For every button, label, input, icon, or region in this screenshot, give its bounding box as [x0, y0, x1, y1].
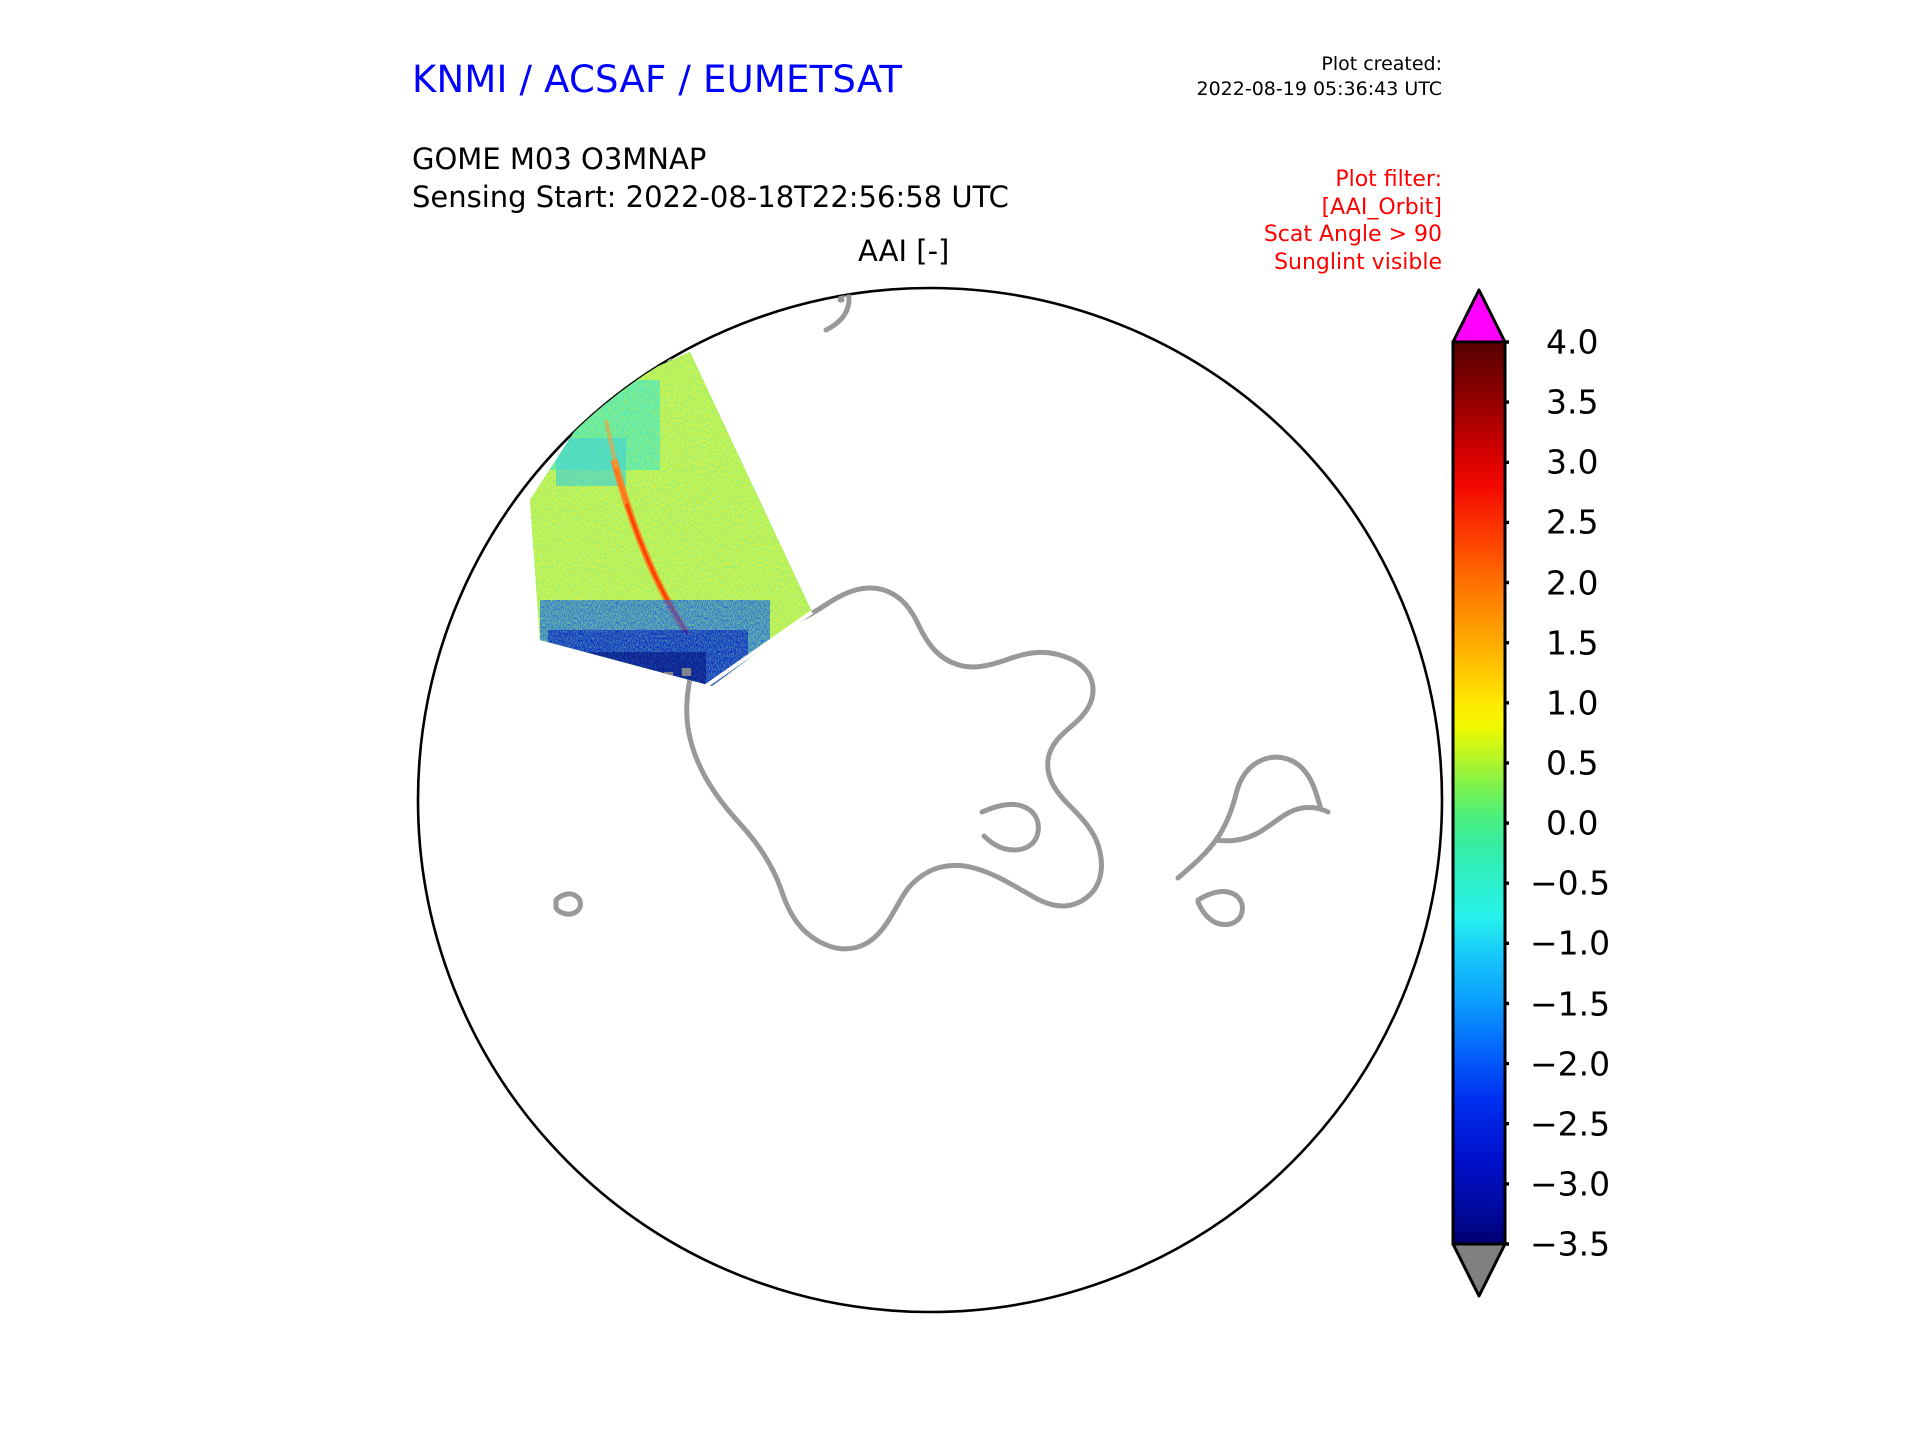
coastline-wilkes [979, 801, 1041, 853]
colorbar-ticks [1505, 340, 1509, 1246]
coastline-tierra-del-fuego [1195, 889, 1245, 927]
sensing-start-line: Sensing Start: 2022-08-18T22:56:58 UTC [412, 180, 1009, 214]
organisation-title: KNMI / ACSAF / EUMETSAT [412, 58, 903, 101]
colorbar-tick-label: 3.0 [1546, 442, 1599, 482]
colorbar-tick-label: −0.5 [1530, 863, 1611, 903]
coastline-south-america-2 [1213, 805, 1331, 844]
colorbar-tick-label: 2.5 [1546, 502, 1599, 542]
coastline-shelf-edge [627, 329, 685, 351]
plot-created-block: Plot created: 2022-08-19 05:36:43 UTC [1197, 52, 1443, 102]
colorbar-tick-label: −3.0 [1530, 1164, 1611, 1204]
instrument-line: GOME M03 O3MNAP [412, 142, 707, 176]
colorbar-tick-label: −3.5 [1530, 1224, 1611, 1264]
coastline-antarctica [684, 585, 1104, 952]
variable-title: AAI [-] [858, 234, 950, 268]
dataset-title-block: GOME M03 O3MNAP Sensing Start: 2022-08-1… [412, 140, 1009, 216]
colorbar-under-arrow [1451, 1242, 1507, 1298]
coastline-new-zealand [815, 288, 871, 303]
plot-filter-block: Plot filter: [AAI_Orbit] Scat Angle > 90… [1264, 166, 1442, 276]
plot-filter-line-3: Sunglint visible [1274, 249, 1442, 275]
colorbar-tick-label: 2.0 [1546, 563, 1599, 602]
colorbar-tick-label: 1.0 [1546, 683, 1599, 723]
plot-filter-line-2: Scat Angle > 90 [1263, 222, 1442, 247]
colorbar-tick-label: −1.5 [1530, 984, 1611, 1023]
swath-gap-line [704, 610, 814, 688]
colorbar-tick-label: −2.5 [1530, 1104, 1611, 1144]
plot-filter-line-0: Plot filter: [1335, 167, 1442, 192]
coastline-south-america [1175, 754, 1323, 881]
plot-created-timestamp: 2022-08-19 05:36:43 UTC [1196, 78, 1443, 100]
colorbar-over-arrow [1451, 288, 1507, 344]
colorbar-tick-label: 3.5 [1546, 382, 1599, 422]
colorbar-gradient [1451, 340, 1507, 1246]
colorbar-tick-label: −2.0 [1530, 1044, 1611, 1084]
colorbar-tick-label: 0.5 [1546, 743, 1599, 783]
plot-filter-line-1: [AAI_Orbit] [1321, 194, 1442, 220]
colorbar-tick-labels: 4.0 3.5 3.0 2.5 2.0 1.5 1.0 0.5 0.0 −0.5… [1520, 286, 1660, 1300]
coastline-island-small [553, 891, 583, 917]
colorbar-tick-label: 1.5 [1546, 623, 1599, 663]
plot-created-label: Plot created: [1321, 53, 1442, 75]
colorbar-tick-label: −1.0 [1530, 923, 1611, 963]
colorbar-tick-label: 4.0 [1546, 322, 1599, 362]
colorbar [1449, 286, 1509, 1300]
colorbar-tick-label: 0.0 [1546, 803, 1599, 843]
